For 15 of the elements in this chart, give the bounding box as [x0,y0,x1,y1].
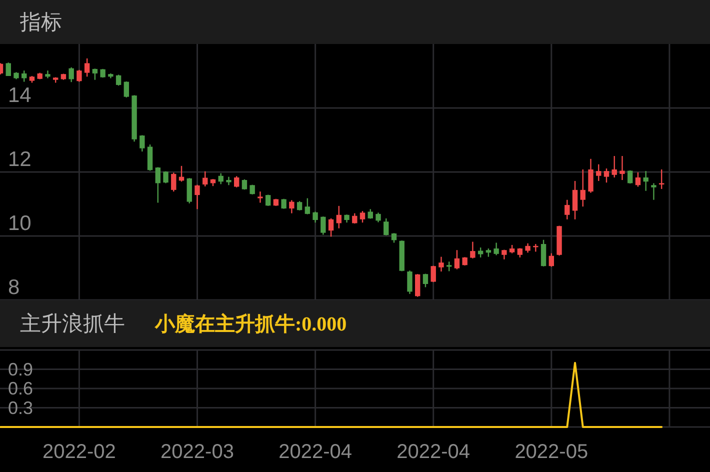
x-tick-label: 2022-04 [396,441,470,463]
chart-title: 主升浪抓牛 [20,312,125,336]
x-tick-label: 2022-05 [514,441,588,463]
x-tick-label: 2022-03 [160,441,234,463]
y-tick-label: 0.9 [8,359,34,380]
y-tick-label: 0.3 [8,398,34,418]
y-tick-label: 14 [8,84,32,107]
y-tick-label: 12 [8,148,32,171]
text: 小魔在主升抓牛:0.000 [154,312,347,336]
x-tick-label: 2022-02 [42,441,116,463]
y-tick-label: 10 [8,212,32,235]
y-tick-label: 0.6 [8,378,34,398]
x-tick-label: 2022-04 [278,441,352,463]
chart-title: 指标 [19,11,62,34]
y-tick-label: 8 [8,276,20,299]
